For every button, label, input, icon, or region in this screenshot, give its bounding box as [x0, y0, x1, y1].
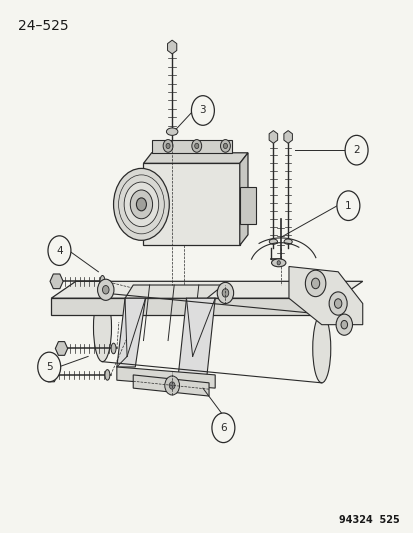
Circle shape — [334, 299, 341, 308]
Circle shape — [48, 236, 71, 265]
Circle shape — [166, 143, 170, 149]
Ellipse shape — [105, 369, 109, 380]
Polygon shape — [51, 281, 362, 298]
Ellipse shape — [100, 276, 105, 287]
Polygon shape — [45, 368, 57, 382]
Polygon shape — [167, 40, 176, 54]
Circle shape — [164, 376, 179, 395]
Text: 6: 6 — [220, 423, 226, 433]
Circle shape — [113, 168, 169, 240]
Text: 5: 5 — [46, 362, 52, 372]
Text: 1: 1 — [344, 201, 351, 211]
Polygon shape — [239, 187, 256, 224]
Text: 4: 4 — [56, 246, 63, 256]
Circle shape — [124, 182, 158, 227]
Circle shape — [335, 314, 351, 335]
Bar — [23, 39, 399, 504]
Circle shape — [211, 413, 234, 442]
Polygon shape — [50, 274, 63, 289]
Circle shape — [305, 270, 325, 297]
Ellipse shape — [271, 259, 285, 266]
Circle shape — [340, 320, 347, 329]
Polygon shape — [143, 164, 239, 245]
Circle shape — [191, 140, 201, 152]
Circle shape — [336, 191, 359, 221]
Circle shape — [169, 382, 175, 389]
Circle shape — [222, 289, 228, 297]
Polygon shape — [283, 131, 292, 143]
Circle shape — [276, 261, 280, 265]
Text: 24–525: 24–525 — [19, 19, 69, 33]
Polygon shape — [123, 192, 143, 230]
Polygon shape — [239, 153, 247, 245]
Polygon shape — [116, 367, 215, 388]
Polygon shape — [51, 298, 337, 315]
Circle shape — [163, 140, 173, 152]
Circle shape — [220, 140, 230, 152]
Ellipse shape — [166, 128, 178, 135]
Circle shape — [97, 279, 114, 300]
Polygon shape — [116, 298, 145, 367]
Circle shape — [328, 292, 347, 315]
Polygon shape — [143, 153, 247, 164]
Text: 94324  525: 94324 525 — [338, 514, 399, 524]
Polygon shape — [178, 298, 215, 375]
Circle shape — [194, 143, 198, 149]
Polygon shape — [125, 285, 223, 298]
Circle shape — [311, 278, 319, 289]
Ellipse shape — [111, 343, 116, 354]
Polygon shape — [133, 375, 209, 396]
Circle shape — [217, 282, 233, 303]
Polygon shape — [268, 131, 277, 143]
Polygon shape — [55, 342, 67, 356]
Circle shape — [344, 135, 367, 165]
Ellipse shape — [93, 293, 111, 362]
Ellipse shape — [283, 239, 292, 244]
Circle shape — [38, 352, 61, 382]
Circle shape — [191, 96, 214, 125]
Circle shape — [130, 190, 152, 219]
Ellipse shape — [312, 314, 330, 383]
Polygon shape — [151, 140, 231, 153]
Text: 2: 2 — [352, 145, 359, 155]
Text: 3: 3 — [199, 106, 206, 116]
Ellipse shape — [268, 239, 277, 244]
Circle shape — [136, 198, 146, 211]
Circle shape — [102, 286, 109, 294]
Polygon shape — [288, 266, 362, 325]
Circle shape — [223, 143, 227, 149]
